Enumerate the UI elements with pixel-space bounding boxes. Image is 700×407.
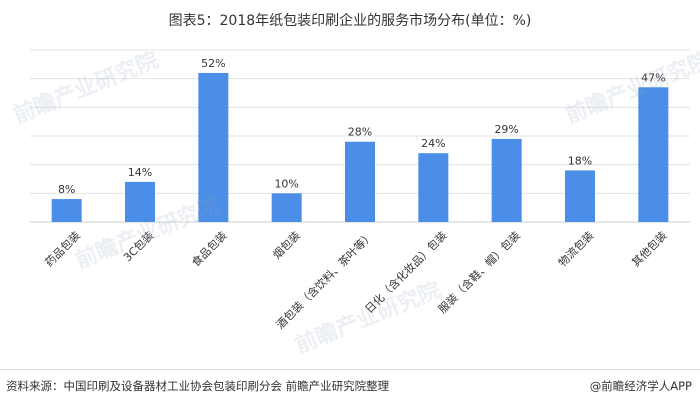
bar-7 [565,170,595,222]
category-labels: 药品包装 3C包装 食品包装 烟包装酒包装（含饮料、茶叶等）日化（含化妆品）包装服装（… [43,228,670,331]
value-label-8: 47% [641,71,665,84]
bar-chart: 8% 14% 52% 10% 28% 24% 29% 18% 47% 药品包装 3C包装 食品包装 烟… [30,49,690,332]
value-label-7: 18% [568,154,592,167]
bar-3 [271,193,302,222]
category-label-6: 服装（含鞋、帽）包装 [435,228,523,316]
category-label-7: 物流包装 [555,228,596,269]
bar-0 [51,199,82,222]
category-label-5: 日化（含化妆品）包装 [362,228,450,316]
chart-title: 图表5：2018年纸包装印刷企业的服务市场分布(单位：%) [168,13,532,29]
brand-text: @前瞻经济学人APP [589,379,692,393]
value-label-5: 24% [421,137,445,150]
bar-4 [345,141,375,222]
value-label-4: 28% [348,126,372,139]
footer-divider [0,369,700,370]
category-label-8: 其他包装 [629,229,669,269]
category-label-2: 食品包装 [189,228,230,269]
bar-2 [198,72,229,222]
category-label-0: 药品包装 [43,229,83,269]
category-label-1: 3C包装 [121,229,156,264]
value-label-1: 14% [128,166,152,179]
value-label-0: 8% [58,183,75,196]
value-label-3: 10% [274,177,298,190]
value-label-2: 52% [201,57,225,70]
bar-5 [418,153,449,222]
value-labels: 8% 14% 52% 10% 28% 24% 29% 18% 47% [58,57,666,196]
value-label-6: 29% [494,123,518,136]
bars [51,72,669,223]
bar-1 [125,181,155,222]
bar-6 [491,138,522,222]
category-label-3: 烟包装 [270,228,303,261]
bar-8 [638,87,669,223]
source-text: 资料来源：中国印刷及设备器材工业协会包装印刷分会 前瞻产业研究院整理 [6,379,390,393]
